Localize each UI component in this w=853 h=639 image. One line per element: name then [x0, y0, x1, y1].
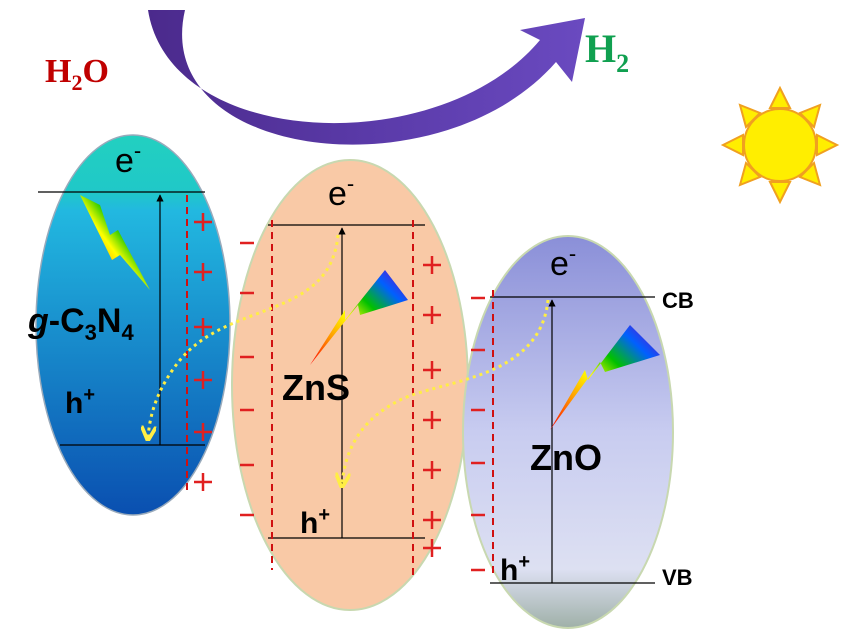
material-name: ZnS — [282, 367, 350, 408]
reactant: H2O — [45, 53, 109, 95]
reaction-arrow — [148, 10, 585, 145]
transfer-arrows — [148, 234, 550, 485]
material-name: g-C3N4 — [27, 302, 134, 345]
zno-particle — [462, 235, 674, 629]
gc3n4-particle — [35, 134, 231, 516]
sun — [720, 85, 840, 205]
cb-label: CB — [662, 288, 694, 313]
vb-label: VB — [662, 565, 693, 590]
hole: h+ — [65, 384, 95, 420]
electron: e- — [328, 171, 354, 213]
electron: e- — [115, 138, 141, 180]
hole: h+ — [300, 504, 330, 540]
labels: e- e- e- g-C3N4 ZnS ZnO h+ h+ h+ CB VB — [27, 138, 694, 590]
electron: e- — [550, 241, 576, 283]
light-icons — [80, 195, 660, 430]
hole: h+ — [500, 551, 530, 587]
product: H2 — [585, 26, 629, 78]
material-name: ZnO — [530, 437, 602, 478]
charges — [194, 213, 485, 572]
interfaces — [186, 195, 494, 578]
